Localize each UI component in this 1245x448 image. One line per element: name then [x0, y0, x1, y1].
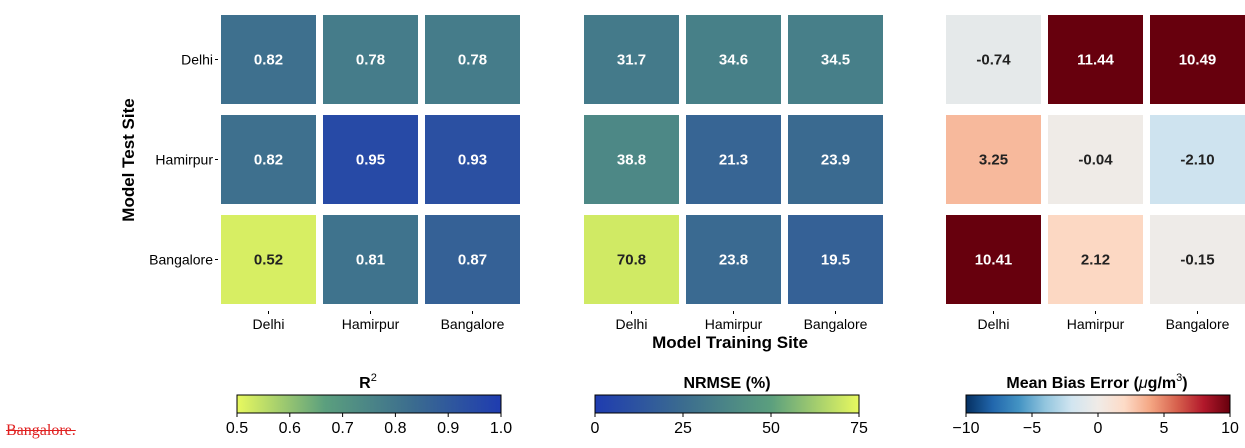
heatmap-cell	[323, 15, 418, 104]
colorbar-mbe-title: Mean Bias Error (μg/m3)	[1006, 372, 1187, 392]
colorbar-tick-label: 50	[762, 420, 780, 437]
y-tick-label: Delhi	[181, 52, 213, 68]
colorbar-tick-label: 0.6	[279, 420, 301, 437]
x-tick-label: Hamirpur	[1067, 316, 1125, 332]
cell-value-label: 0.82	[254, 52, 283, 69]
cell-value-label: -0.74	[976, 52, 1011, 69]
x-axis-title: Model Training Site	[652, 333, 808, 352]
x-tick-label: Bangalore	[804, 316, 868, 332]
colorbar-tick-label: −5	[1023, 420, 1041, 437]
colorbar-tick-label: 5	[1160, 420, 1169, 437]
colorbar-tick-label: 0	[591, 420, 600, 437]
colorbar-nrmse-title: NRMSE (%)	[683, 375, 770, 392]
colorbar-r2	[236, 394, 502, 414]
heatmap-nrmse: 31.7 34.6 34.5 38.8 21.3 23.9 70.8 23.8 19.5 Delh…	[584, 15, 883, 332]
colorbar-nrmse	[594, 394, 860, 414]
cell-value-label: 0.78	[458, 52, 487, 69]
y-axis-title: Model Test Site	[119, 98, 138, 221]
x-tick-label: Bangalore	[1166, 316, 1230, 332]
cell-value-label: 23.8	[719, 252, 748, 269]
colorbar-tick-label: 10	[1221, 420, 1239, 437]
cell-value-label: -0.15	[1180, 252, 1214, 269]
x-tick-label: Delhi	[978, 316, 1010, 332]
heatmap-cell	[686, 115, 781, 204]
cell-value-label: 2.12	[1081, 252, 1110, 269]
x-tick-label: Hamirpur	[342, 316, 400, 332]
colorbar-r2-title: R2	[359, 372, 377, 392]
heatmap-r2: 0.82 0.78 0.78 0.82 0.95 0.93 0.52 0.81 0.87 Delh…	[149, 15, 520, 332]
cell-value-label: 31.7	[617, 52, 646, 69]
axes-text: Model Test Site Model Training Site	[119, 98, 808, 352]
cell-value-label: 0.81	[356, 252, 385, 269]
colorbar-tick-label: 0	[1094, 420, 1103, 437]
colorbar-tick-label: 1.0	[490, 420, 512, 437]
cell-value-label: 10.49	[1179, 52, 1217, 69]
colorbar-tick-label: 0.5	[226, 420, 248, 437]
colorbars: R2 NRMSE (%) Mean Bias Error (μg/m3) 0.5…	[226, 372, 1239, 437]
heatmap-cell	[1048, 115, 1143, 204]
colorbar-tick-label: 0.7	[331, 420, 353, 437]
cell-value-label: 21.3	[719, 152, 748, 169]
cell-value-label: 0.95	[356, 152, 385, 169]
cell-value-label: 70.8	[617, 252, 646, 269]
cell-value-label: 10.41	[975, 252, 1013, 269]
colorbar-tick-label: −10	[952, 420, 979, 437]
heatmap-cell	[788, 215, 883, 304]
colorbar-tick-label: 0.9	[437, 420, 459, 437]
heatmap-cell	[323, 215, 418, 304]
cell-value-label: 23.9	[821, 152, 850, 169]
cell-value-label: 3.25	[979, 152, 1008, 169]
y-tick-label: Hamirpur	[155, 152, 213, 168]
heatmap-cell	[584, 115, 679, 204]
heatmap-cell	[221, 115, 316, 204]
heatmap-cell	[1048, 215, 1143, 304]
heatmap-cell	[686, 15, 781, 104]
heatmap-cell	[946, 115, 1041, 204]
cell-value-label: 0.78	[356, 52, 385, 69]
heatmap-cell	[788, 115, 883, 204]
heatmap-cell	[584, 15, 679, 104]
footnote: Bangalore.	[6, 422, 76, 439]
heatmap-panels: 0.82 0.78 0.78 0.82 0.95 0.93 0.52 0.81 0.87 Delh…	[149, 15, 1245, 332]
heatmap-cell	[323, 115, 418, 204]
cell-value-label: 0.93	[458, 152, 487, 169]
cell-value-label: -0.04	[1078, 152, 1113, 169]
heatmap-cell	[946, 15, 1041, 104]
heatmap-cell	[221, 215, 316, 304]
heatmap-cell	[1150, 215, 1245, 304]
heatmap-cell	[584, 215, 679, 304]
cell-value-label: 11.44	[1077, 52, 1114, 69]
x-tick-label: Bangalore	[441, 316, 505, 332]
y-tick-label: Bangalore	[149, 252, 213, 268]
colorbar-tick-label: 25	[674, 420, 692, 437]
cell-value-label: -2.10	[1180, 152, 1214, 169]
colorbar-mbe	[965, 394, 1231, 414]
heatmap-cell	[425, 115, 520, 204]
heatmap-cell	[1150, 15, 1245, 104]
colorbar-tick-label: 75	[850, 420, 868, 437]
x-tick-label: Delhi	[253, 316, 285, 332]
heatmap-cell	[946, 215, 1041, 304]
heatmap-cell	[425, 15, 520, 104]
heatmap-cell	[1150, 115, 1245, 204]
x-tick-label: Delhi	[616, 316, 648, 332]
heatmap-cell	[686, 215, 781, 304]
heatmap-cell	[425, 215, 520, 304]
colorbar-tick-label: 0.8	[384, 420, 406, 437]
heatmap-cell	[788, 15, 883, 104]
cell-value-label: 19.5	[821, 252, 850, 269]
cell-value-label: 38.8	[617, 152, 646, 169]
cell-value-label: 34.6	[719, 52, 748, 69]
cell-value-label: 34.5	[821, 52, 850, 69]
cell-value-label: 0.87	[458, 252, 487, 269]
heatmap-cell	[1048, 15, 1143, 104]
x-tick-label: Hamirpur	[705, 316, 763, 332]
cell-value-label: 0.52	[254, 252, 283, 269]
cell-value-label: 0.82	[254, 152, 283, 169]
heatmap-mbe: -0.74 11.44 10.49 3.25 -0.04 -2.10 10.41 2.12 -0…	[946, 15, 1245, 332]
heatmap-cell	[221, 15, 316, 104]
